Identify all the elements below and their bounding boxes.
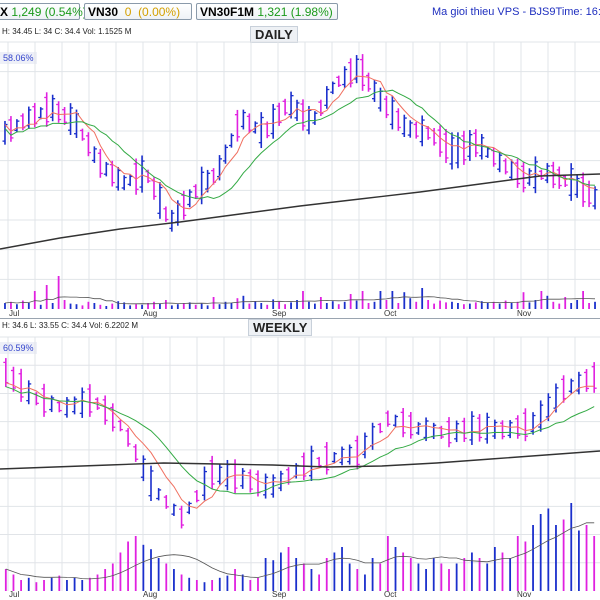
ticker-change: (0.00%) [138, 5, 181, 19]
ticker-name: VN30F1M [200, 5, 255, 19]
ticker-name: VN30 [88, 5, 119, 19]
panel-divider [0, 318, 600, 319]
ticker-value: 1,321 [257, 5, 288, 19]
ticker-change: (0.54%) [44, 5, 87, 19]
ticker-value: 0 [124, 5, 132, 19]
news-marquee[interactable]: Ma gioi thieu VPS - BJS9Time: 16:26 [432, 6, 600, 18]
x-tick-label: Oct [384, 309, 397, 318]
ma-slow-line [0, 450, 600, 470]
x-tick-label: Nov [517, 309, 532, 318]
x-tick-label: Jul [9, 590, 20, 599]
daily-panel: H: 34.45 L: 34 C: 34.4 Vol: 1.1525 M DAI… [0, 24, 600, 318]
volume-ma-line [4, 296, 596, 305]
weekly-ohlc-readout: H: 34.6 L: 33.55 C: 34.4 Vol: 6.2202 M [2, 321, 139, 330]
weekly-panel: H: 34.6 L: 33.55 C: 34.4 Vol: 6.2202 M W… [0, 319, 600, 600]
volume-ma-line [5, 522, 595, 580]
ticker-name: X [0, 5, 9, 19]
weekly-percent-label: 60.59% [0, 342, 37, 354]
daily-ohlc-readout: H: 34.45 L: 34 C: 34.4 Vol: 1.1525 M [2, 27, 132, 36]
x-tick-label: Nov [517, 590, 532, 599]
ticker-item-index[interactable]: X 1,249 (0.54%) [0, 3, 87, 20]
ma-slow-line [0, 173, 600, 250]
x-tick-label: Jul [9, 309, 20, 318]
ticker-value: 1,249 [11, 5, 42, 19]
x-tick-label: Oct [384, 590, 397, 599]
ma-mid-line [5, 386, 595, 495]
ma-mid-line [4, 89, 596, 200]
ticker-item-vn30[interactable]: VN30 0 (0.00%) [84, 3, 192, 20]
daily-panel-title: DAILY [250, 26, 298, 43]
x-tick-label: Aug [143, 309, 158, 318]
ticker-bar: X 1,249 (0.54%) VN30 0 (0.00%) VN30F1M 1… [0, 0, 600, 25]
weekly-panel-title: WEEKLY [248, 319, 313, 336]
daily-percent-label: 58.06% [0, 52, 37, 64]
ticker-item-vn30f1m[interactable]: VN30F1M 1,321 (1.98%) [196, 3, 338, 20]
ma-fast-line [5, 382, 595, 509]
x-tick-label: Sep [272, 590, 287, 599]
daily-chart[interactable] [0, 24, 600, 318]
x-tick-label: Sep [272, 309, 287, 318]
x-tick-label: Aug [143, 590, 158, 599]
ma-fast-line [4, 75, 596, 210]
weekly-chart[interactable] [0, 319, 600, 600]
ticker-change: (1.98%) [290, 5, 333, 19]
